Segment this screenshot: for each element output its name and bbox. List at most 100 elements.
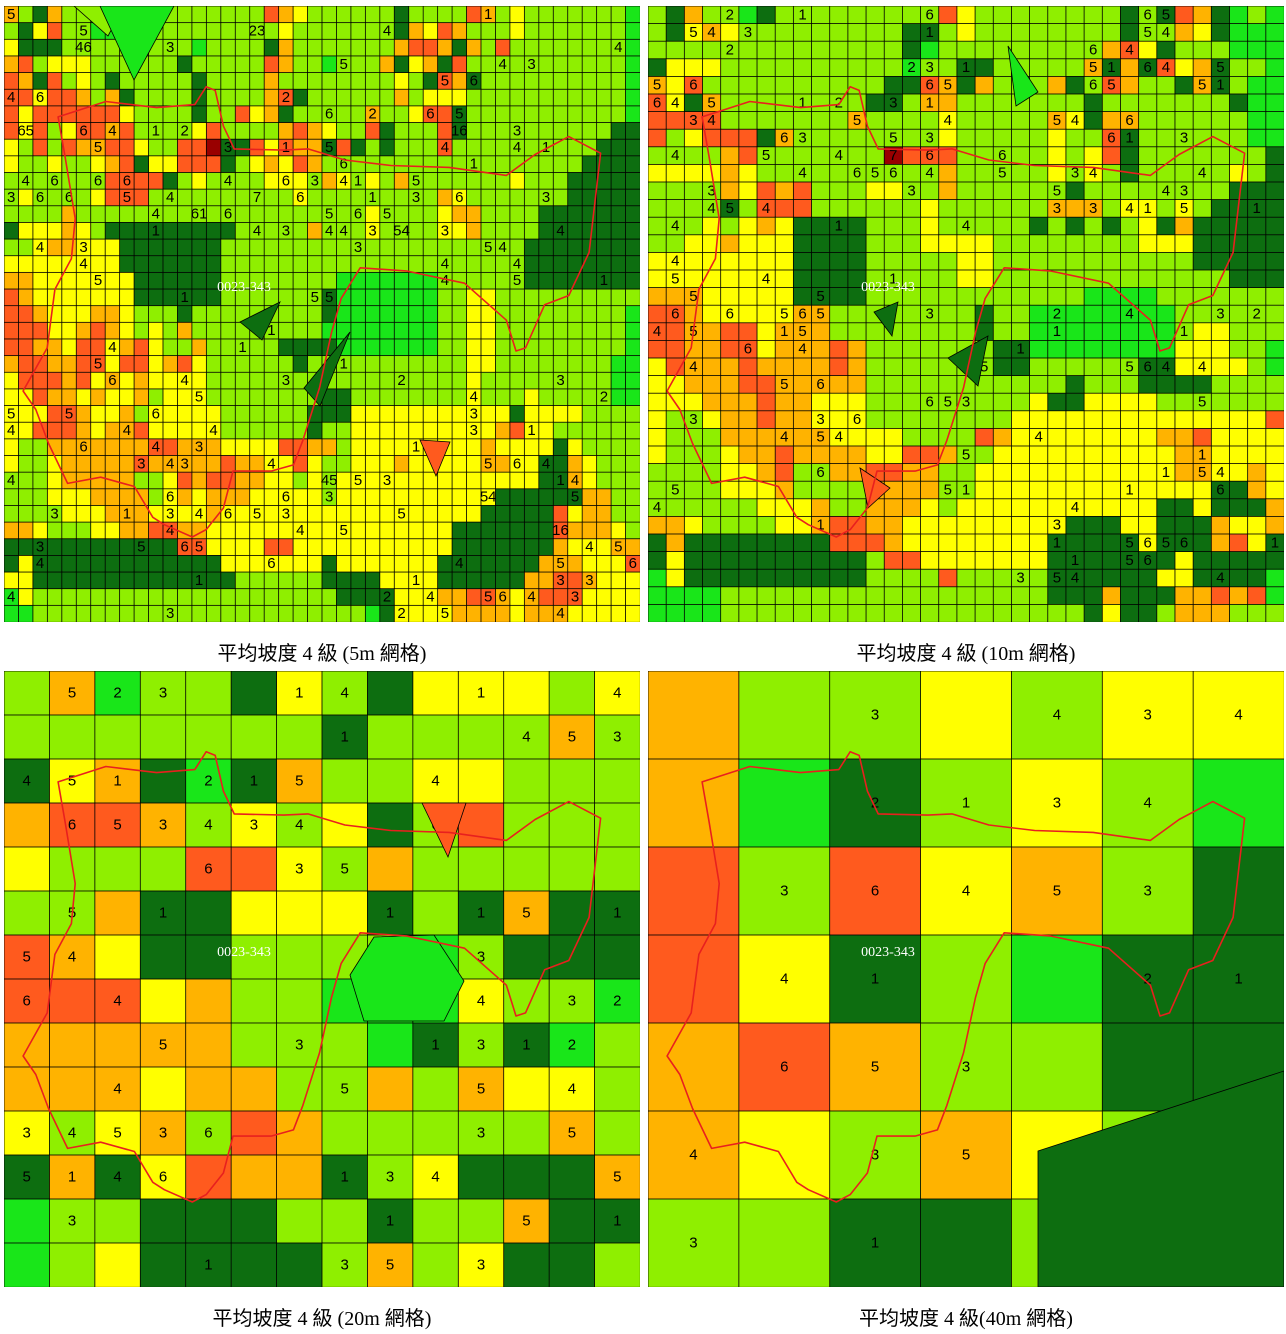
slope-cell	[451, 371, 468, 390]
slope-cell	[379, 338, 395, 357]
slope-cell	[379, 288, 395, 307]
slope-cell	[185, 671, 232, 716]
slope-cell	[234, 488, 251, 507]
slope-cell	[552, 6, 569, 24]
slope-cell	[720, 375, 740, 394]
slope-cell	[1247, 339, 1267, 359]
slope-cell	[1065, 533, 1085, 553]
slope-cell	[336, 255, 352, 274]
slope-cell	[756, 216, 776, 236]
slope-cell	[811, 551, 831, 570]
slope-cell	[509, 521, 526, 540]
slope-cell	[567, 538, 583, 557]
slope-class-label: 1	[613, 905, 621, 922]
slope-cell	[1011, 463, 1031, 482]
slope-cell	[1192, 427, 1213, 447]
slope-cell	[829, 357, 849, 377]
slope-cell	[278, 155, 294, 174]
slope-cell	[162, 238, 179, 257]
slope-cell	[249, 6, 265, 24]
slope-cell	[451, 172, 468, 190]
slope-cell	[307, 588, 323, 607]
slope-cell	[90, 521, 106, 540]
slope-cell	[94, 671, 141, 716]
slope-cell	[596, 488, 612, 507]
slope-cell	[364, 455, 381, 473]
slope-cell	[774, 586, 795, 606]
slope-cell	[956, 498, 976, 518]
slope-class-label: 3	[282, 505, 290, 522]
slope-cell	[610, 521, 627, 540]
slope-class-label: 4	[689, 1147, 697, 1164]
slope-cell	[1210, 216, 1231, 236]
slope-cell	[792, 146, 813, 166]
slope-cell	[901, 76, 922, 95]
slope-cell	[480, 155, 497, 174]
slope-cell	[625, 38, 640, 57]
slope-cell	[610, 72, 627, 90]
slope-cell	[648, 111, 667, 130]
slope-cell	[1265, 111, 1284, 130]
slope-cell	[1247, 128, 1267, 148]
slope-cell	[683, 604, 704, 622]
cell-labels-5m: 5546232341543456462626565641216353154416…	[7, 6, 637, 622]
slope-cell	[220, 388, 236, 407]
slope-cell	[581, 6, 598, 24]
slope-cell	[321, 271, 338, 290]
slope-cell	[185, 1066, 232, 1112]
slope-cell	[379, 305, 395, 324]
slope-cell	[278, 588, 294, 607]
slope-cell	[412, 846, 459, 892]
slope-class-label: 5	[23, 1169, 31, 1186]
slope-cell	[920, 551, 940, 570]
slope-cell	[61, 588, 77, 607]
slope-cell	[32, 222, 49, 240]
slope-cell	[901, 410, 922, 430]
slope-cell	[292, 271, 309, 290]
slope-cell	[32, 38, 49, 57]
slope-cell	[883, 40, 904, 60]
slope-cell	[1101, 146, 1122, 166]
slope-cell	[4, 1242, 51, 1287]
slope-cell	[336, 138, 352, 157]
slope-cell	[1120, 58, 1140, 78]
slope-cell	[90, 588, 106, 607]
slope-cell	[276, 1198, 323, 1244]
slope-class-label: 6	[224, 206, 232, 223]
slope-cell	[523, 455, 540, 473]
slope-class-label: 4	[224, 172, 232, 189]
slope-cell	[4, 105, 20, 124]
slope-cell	[18, 155, 34, 174]
grid-cells-10m	[648, 6, 1284, 622]
slope-cell	[581, 155, 598, 174]
slope-cell	[1065, 23, 1085, 42]
slope-cell	[1247, 568, 1267, 588]
slope-cell	[938, 498, 958, 518]
slope-class-label: 6	[204, 861, 212, 878]
slope-class-label: 4	[113, 1169, 121, 1186]
slope-class-label: 3	[477, 1037, 485, 1054]
slope-cell	[538, 588, 554, 607]
slope-class-label: 1	[477, 685, 485, 702]
slope-cell	[596, 205, 612, 224]
slope-cell	[162, 255, 179, 274]
slope-class-label: 4	[513, 139, 521, 156]
slope-cell	[811, 93, 831, 113]
slope-cell	[119, 105, 135, 124]
slope-cell	[177, 222, 193, 240]
slope-cell	[625, 421, 640, 440]
slope-cell	[1229, 322, 1249, 342]
slope-cell	[523, 321, 540, 340]
slope-cell	[49, 671, 96, 716]
slope-cell	[720, 216, 740, 236]
slope-cell	[4, 38, 20, 57]
slope-cell	[437, 22, 453, 41]
slope-class-label: 1	[368, 189, 376, 206]
slope-polygon	[421, 802, 467, 859]
slope-cell	[49, 1110, 96, 1156]
slope-cell	[18, 188, 34, 207]
slope-class-label: 1	[470, 156, 478, 173]
slope-cell	[94, 934, 141, 980]
slope-cell	[829, 410, 849, 430]
slope-cell	[509, 571, 526, 590]
